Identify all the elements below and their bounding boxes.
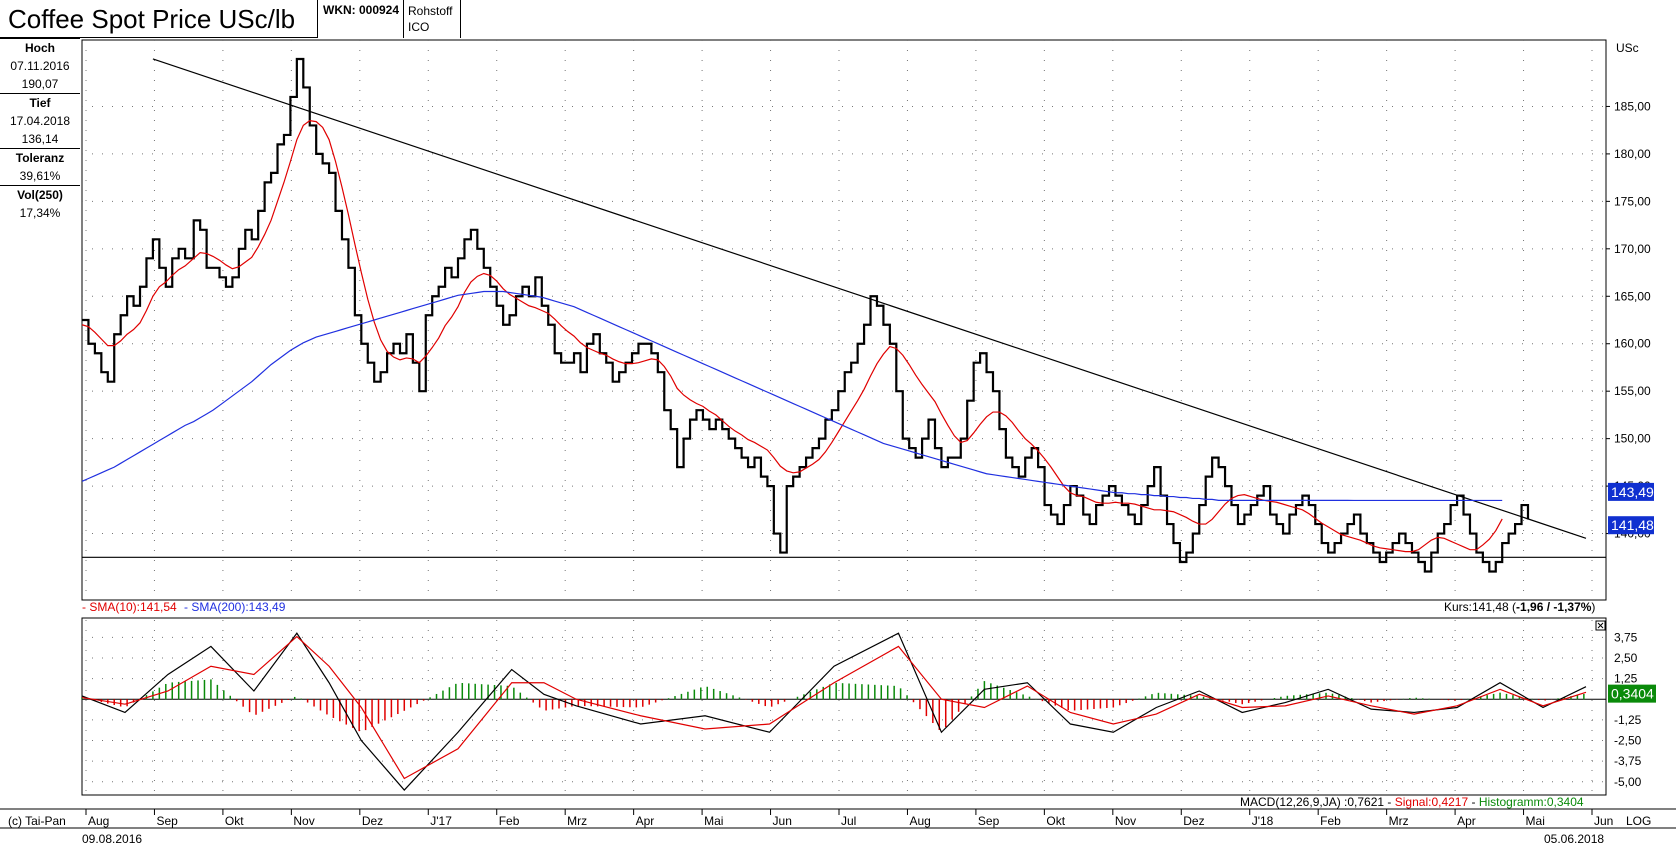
legend-sma10: - SMA(10):141,54: [82, 600, 177, 614]
month-label: Nov: [293, 814, 314, 828]
price-line: [82, 57, 1530, 573]
price-tag: 141,48: [1611, 517, 1654, 533]
price-tick-label: 150,00: [1614, 432, 1651, 446]
month-label: Okt: [1046, 814, 1065, 828]
month-label: Mai: [704, 814, 723, 828]
month-label: Dez: [362, 814, 383, 828]
date-start: 09.08.2016: [82, 832, 142, 846]
tolerance-value: 39,61%: [19, 169, 61, 183]
stats-panel: Hoch 07.11.2016 190,07 Tief 17.04.2018 1…: [0, 38, 80, 222]
high-date: 07.11.2016: [10, 59, 70, 73]
month-label: J'17: [430, 814, 452, 828]
low-label: Tief: [0, 93, 80, 112]
month-label: Nov: [1115, 814, 1136, 828]
legend-kurs: Kurs:141,48 (-1,96 / -1,37%): [1444, 600, 1595, 614]
macd-tick-label: 2,50: [1614, 651, 1638, 665]
close-icon-cross: [1597, 622, 1604, 629]
month-label: Sep: [156, 814, 178, 828]
date-end: 05.06.2018: [1544, 832, 1604, 846]
month-label: Jun: [1594, 814, 1613, 828]
macd-line: [81, 632, 1587, 791]
price-tick-label: 185,00: [1614, 99, 1651, 113]
tolerance-label: Toleranz: [0, 148, 80, 167]
legend-macd-sep1: -: [1384, 795, 1395, 809]
macd-tick-label: 1,25: [1614, 672, 1638, 686]
month-label: Jul: [841, 814, 856, 828]
legend-sma200: - SMA(200):143,49: [184, 600, 286, 614]
high-value: 190,07: [21, 77, 59, 91]
macd-tag: 0,3404: [1611, 686, 1654, 702]
price-tick-label: 155,00: [1614, 384, 1651, 398]
macd-tag-box: [1608, 684, 1656, 703]
vol-label: Vol(250): [0, 185, 80, 204]
log-label: LOG: [1626, 814, 1651, 828]
axis-unit: USc: [1616, 41, 1639, 55]
legend-kurs-change: -1,96 / -1,37%: [1516, 600, 1592, 614]
vol-value: 17,34%: [19, 206, 61, 220]
macd-tick-label: -5,00: [1614, 775, 1642, 789]
wkn-label: WKN: 000924: [320, 0, 404, 38]
macd-tick-label: -1,25: [1614, 713, 1642, 727]
month-label: Apr: [636, 814, 655, 828]
legend-macd-sep2: -: [1468, 795, 1479, 809]
macd-tick-label: 3,75: [1614, 630, 1638, 644]
chart-title: Coffee Spot Price USc/lb: [0, 0, 318, 38]
price-tag-box: [1608, 516, 1654, 535]
macd-plot-frame: [81, 617, 1607, 796]
month-label: Sep: [978, 814, 1000, 828]
month-label: Aug: [909, 814, 930, 828]
legend-macd: MACD(12,26,9,JA) :0,7621 - Signal:0,4217…: [1240, 795, 1584, 809]
month-label: Apr: [1457, 814, 1476, 828]
legend-kurs-suffix: ): [1591, 600, 1595, 614]
high-label: Hoch: [0, 38, 80, 57]
legend-histogram: Histogramm:0,3404: [1479, 795, 1584, 809]
low-value: 136,14: [21, 132, 59, 146]
price-tick-label: 165,00: [1614, 289, 1651, 303]
price-tick-label: 175,00: [1614, 194, 1651, 208]
legend-macd-value: MACD(12,26,9,JA) :0,7621: [1240, 795, 1384, 809]
macd-tick-label: -2,50: [1614, 734, 1642, 748]
signal-line: [81, 635, 1587, 780]
month-label: Feb: [1320, 814, 1341, 828]
month-label: Dez: [1183, 814, 1204, 828]
sma200-line: [81, 290, 1503, 502]
category-label-2: ICO: [408, 20, 430, 34]
month-label: Mrz: [567, 814, 587, 828]
month-label: Mai: [1526, 814, 1545, 828]
month-label: Mrz: [1389, 814, 1409, 828]
legend-signal: Signal:0,4217: [1395, 795, 1469, 809]
category-info: Rohstoff ICO: [405, 0, 461, 38]
price-tick-label: 170,00: [1614, 242, 1651, 256]
month-label: Okt: [225, 814, 244, 828]
month-label: Jun: [773, 814, 792, 828]
legend-kurs-prefix: Kurs:141,48 (: [1444, 600, 1516, 614]
sma200-tag: 143,49: [1611, 484, 1654, 500]
price-tick-label: 160,00: [1614, 337, 1651, 351]
copyright: (c) Tai-Pan: [8, 814, 66, 828]
sma200-tag-box: [1608, 482, 1654, 501]
macd-tick-label: -3,75: [1614, 754, 1642, 768]
category-label-1: Rohstoff: [408, 4, 453, 18]
month-label: Aug: [88, 814, 109, 828]
price-tick-label: 180,00: [1614, 147, 1651, 161]
month-label: J'18: [1252, 814, 1274, 828]
month-label: Feb: [499, 814, 520, 828]
low-date: 17.04.2018: [9, 114, 71, 128]
